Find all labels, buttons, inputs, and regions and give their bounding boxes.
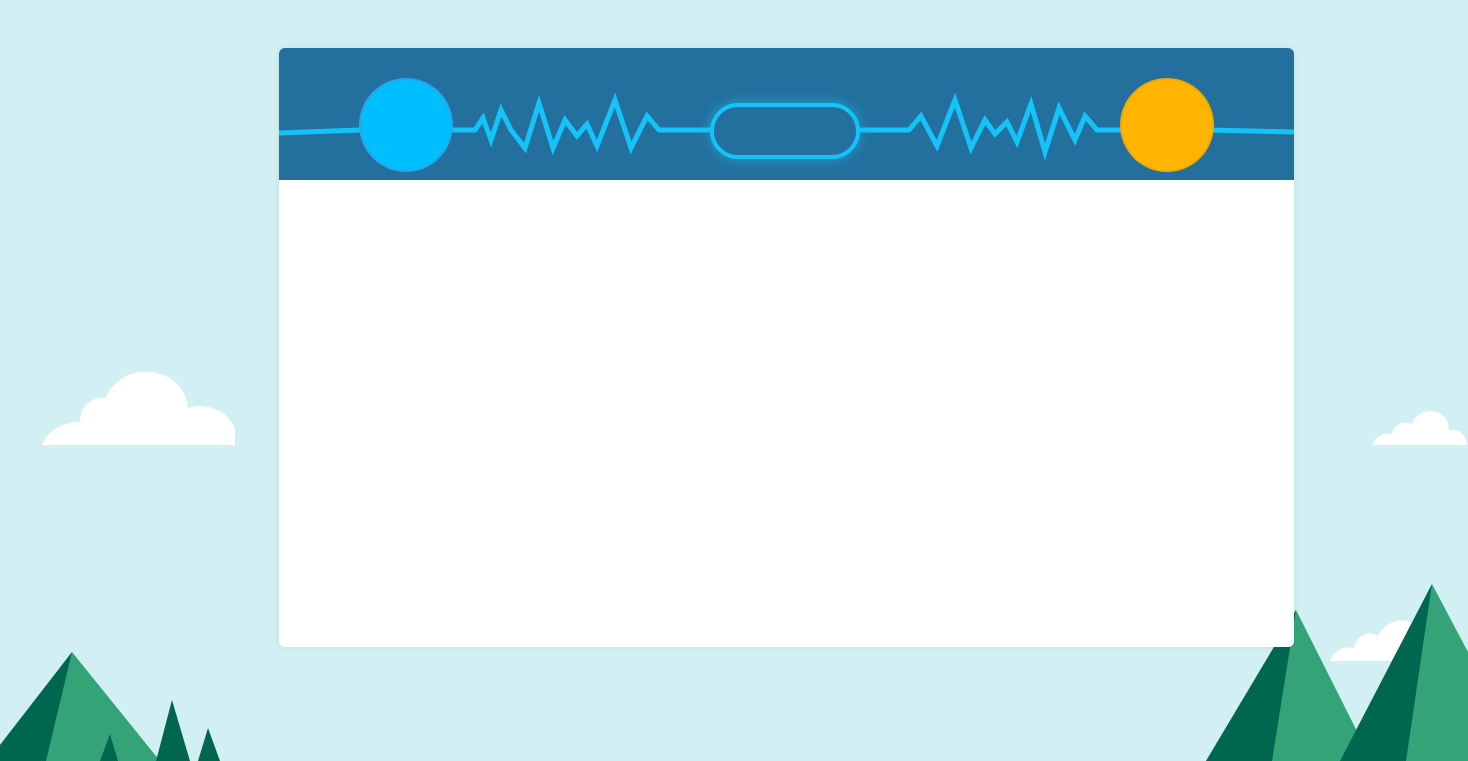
player-blue-marker	[359, 78, 453, 172]
activity-wave	[279, 92, 1294, 161]
score-display	[710, 103, 860, 159]
game-board[interactable]	[279, 180, 1294, 647]
cloud-right-mid	[1372, 411, 1467, 445]
player-orange-marker	[1120, 78, 1214, 172]
game-panel	[279, 48, 1294, 647]
cloud-left	[42, 371, 235, 445]
trees-left	[0, 652, 220, 761]
trees-right	[1206, 584, 1468, 761]
